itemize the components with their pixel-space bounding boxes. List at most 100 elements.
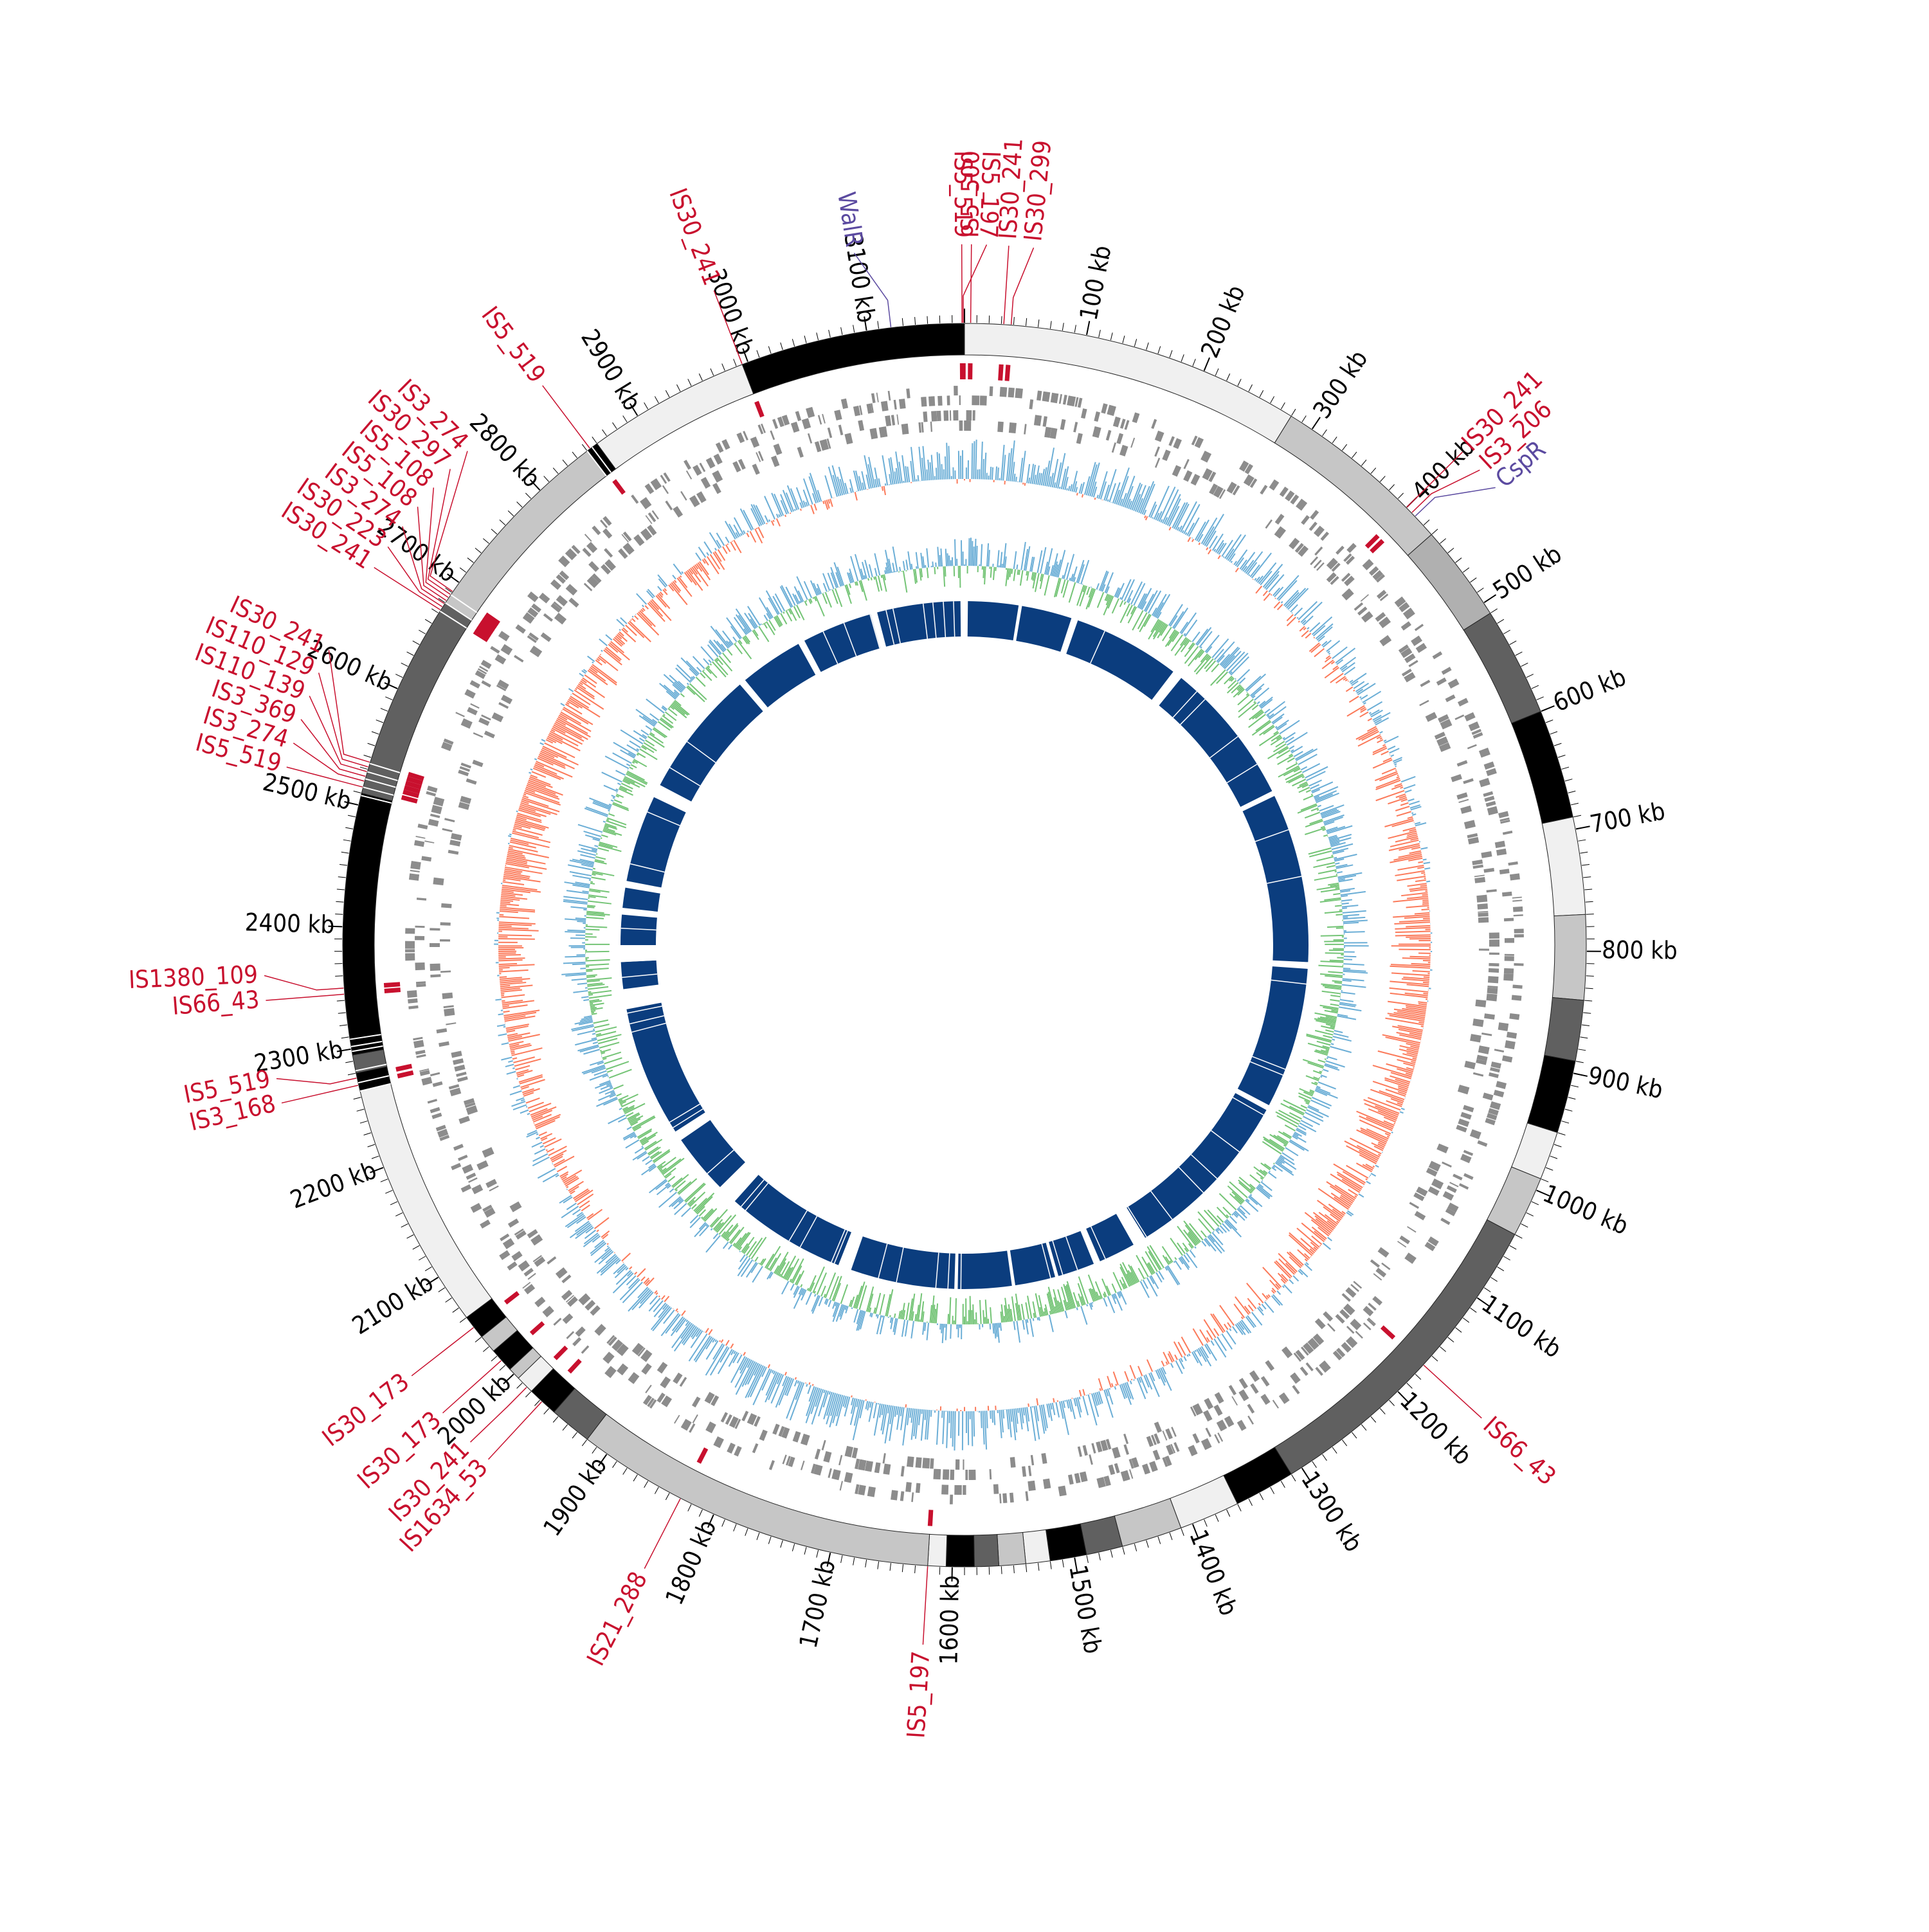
minor-tick [1582, 864, 1589, 865]
gene-feature [594, 1324, 606, 1336]
gene-feature [1205, 1428, 1211, 1438]
gene-feature [508, 1218, 519, 1227]
gene-feature [1200, 451, 1211, 463]
gene-feature [1514, 914, 1523, 916]
gene-feature [838, 1455, 842, 1465]
gene-feature [455, 712, 465, 717]
gene-feature [1420, 680, 1430, 687]
gene-feature [916, 1457, 922, 1468]
gene-feature [1171, 1427, 1177, 1437]
is-element-label: IS21_288 [581, 1567, 653, 1670]
minor-tick [644, 402, 648, 409]
gene-feature [1445, 694, 1456, 702]
contig-segment [1512, 712, 1573, 824]
gene-feature [485, 1179, 497, 1188]
gene-feature [1314, 526, 1325, 537]
gene-feature [943, 1469, 949, 1479]
gene-feature [1502, 1055, 1512, 1062]
gene-feature [539, 593, 550, 604]
gene-feature [950, 1470, 954, 1480]
gene-feature [1487, 988, 1498, 994]
is-mark [754, 401, 765, 418]
gene-feature [558, 555, 570, 567]
contig-segment [361, 603, 471, 801]
minor-tick [354, 791, 361, 793]
contig-segment [343, 793, 392, 1055]
gene-feature [1447, 1186, 1457, 1193]
gene-feature [1512, 897, 1522, 899]
is-mark [395, 1064, 412, 1072]
is-element-label: IS1380_109 [128, 960, 258, 994]
gene-feature [741, 1411, 748, 1421]
gene-feature [701, 477, 711, 489]
gene-feature [471, 1184, 483, 1195]
minor-tick [655, 1487, 658, 1494]
gene-feature [1442, 667, 1452, 674]
minor-tick [902, 1564, 903, 1572]
minor-tick [525, 493, 530, 499]
gene-feature [1265, 519, 1272, 529]
gene-feature [428, 1099, 437, 1104]
minor-tick [734, 1524, 736, 1531]
gene-feature [1083, 1445, 1088, 1456]
minor-tick [340, 864, 347, 865]
gene-feature [801, 1461, 804, 1470]
gene-feature [1489, 939, 1499, 946]
minor-tick [425, 1267, 431, 1270]
major-tick [1573, 1073, 1588, 1076]
minor-tick [439, 1288, 445, 1292]
gene-feature [566, 1331, 574, 1339]
minor-tick [345, 1061, 353, 1063]
minor-tick [1580, 852, 1588, 853]
minor-tick [768, 1537, 771, 1544]
minor-tick [1510, 641, 1517, 645]
gene-feature [1454, 714, 1464, 720]
gene-feature [818, 415, 822, 424]
gene-feature [660, 1377, 671, 1389]
is-element-label-leader [543, 386, 590, 448]
gene-feature [1204, 1398, 1213, 1409]
gene-feature [899, 399, 906, 409]
gene-feature [871, 393, 876, 403]
gene-feature [993, 1484, 999, 1494]
gene-feature [1215, 1392, 1224, 1404]
gene-feature [1370, 1259, 1380, 1268]
gene-feature [1060, 419, 1066, 430]
gene-feature [430, 813, 440, 818]
gene-feature [907, 1456, 914, 1467]
gene-feature [1436, 1144, 1449, 1153]
gene-feature [1378, 1247, 1390, 1258]
gene-feature [954, 1485, 962, 1495]
gene-feature [1025, 1491, 1028, 1501]
gene-feature [853, 406, 860, 416]
gene-feature [1472, 1018, 1483, 1027]
gene-feature [441, 903, 451, 908]
gene-feature [921, 397, 927, 407]
gene-feature [409, 873, 419, 881]
minor-tick [413, 641, 420, 645]
minor-tick [1312, 1461, 1317, 1468]
gene-feature [1483, 1092, 1494, 1100]
minor-tick [1332, 1447, 1337, 1454]
gene-feature [433, 797, 444, 806]
gene-feature [921, 422, 924, 433]
gene-feature [542, 1306, 554, 1317]
gene-feature [472, 760, 483, 768]
minor-tick [1456, 558, 1462, 563]
gene-feature [405, 949, 415, 952]
gene-tracks [405, 386, 1524, 1504]
gene-feature [407, 990, 417, 998]
gene-feature [858, 1485, 866, 1495]
minor-tick [1260, 1493, 1263, 1500]
minor-tick [385, 697, 392, 700]
major-tick [1312, 417, 1320, 429]
minor-tick [1498, 1267, 1504, 1270]
minor-tick [500, 1365, 505, 1370]
is-mark [554, 1346, 568, 1360]
gene-feature [415, 936, 424, 941]
minor-tick [1546, 1168, 1553, 1170]
gene-feature [712, 471, 723, 483]
gene-feature [1301, 515, 1310, 525]
